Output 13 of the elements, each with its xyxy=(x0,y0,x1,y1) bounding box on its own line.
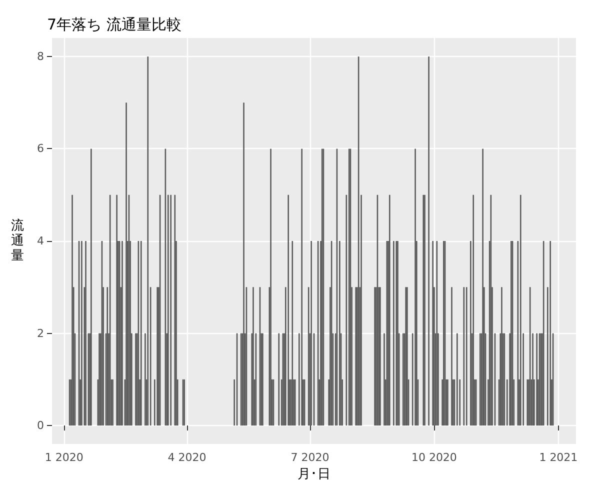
x-tick-label: 1 2020 xyxy=(44,451,84,464)
x-tick-label: 1 2021 xyxy=(539,451,578,464)
chart-title: 7年落ち 流通量比較 xyxy=(47,16,182,34)
x-tick-label: 7 2020 xyxy=(290,451,330,464)
x-axis-title: 月･日 xyxy=(298,467,330,482)
y-tick-label: 8 xyxy=(37,50,44,63)
y-tick-label: 6 xyxy=(37,142,44,156)
y-tick-label: 0 xyxy=(37,419,44,432)
x-tick-label: 4 2020 xyxy=(168,451,206,464)
y-tick-label: 2 xyxy=(37,326,44,340)
x-tick-label: 10 2020 xyxy=(411,451,457,464)
y-tick-label: 4 xyxy=(37,234,44,248)
y-axis-title: 流通量 xyxy=(11,218,24,264)
